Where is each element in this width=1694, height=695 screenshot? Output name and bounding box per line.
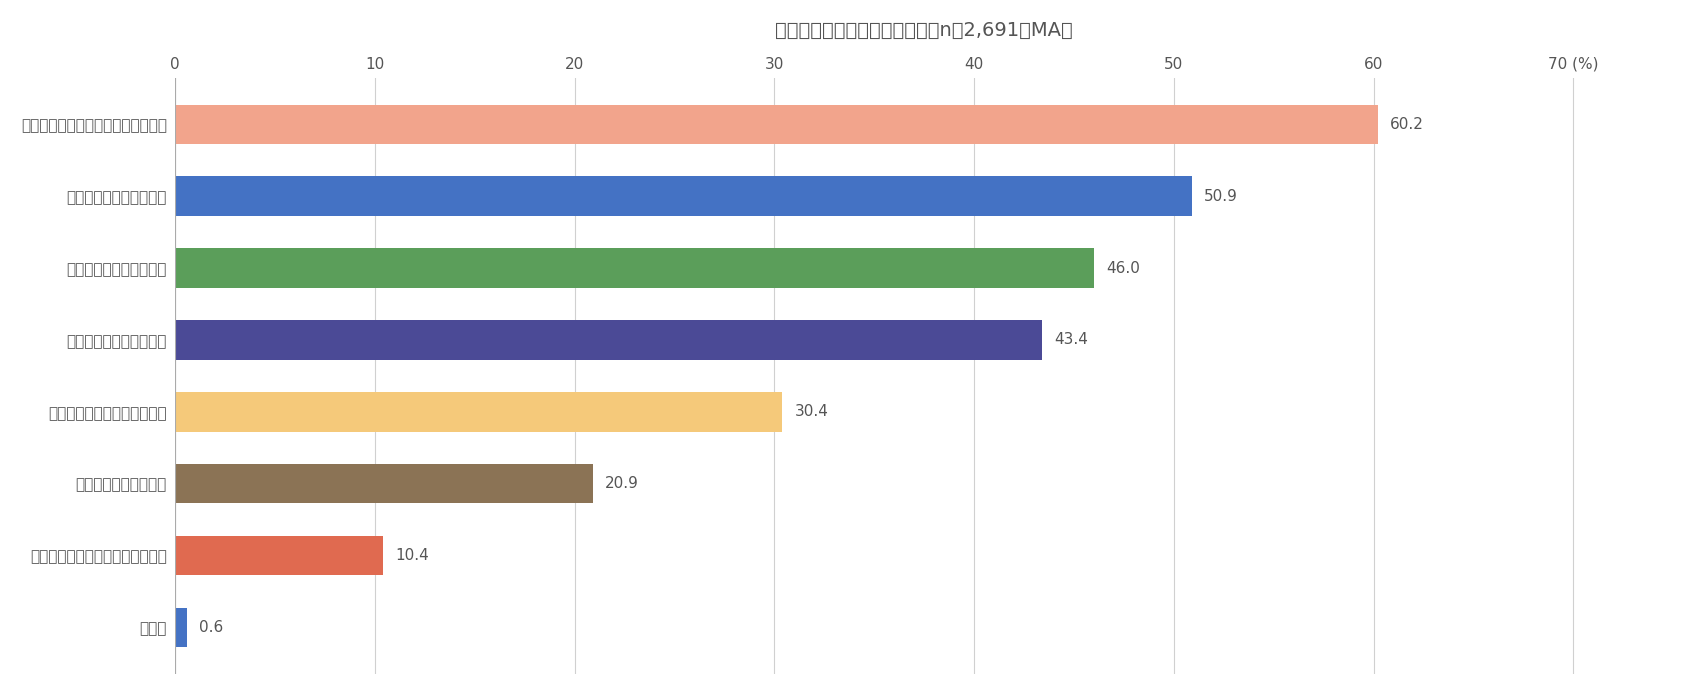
Text: 20.9: 20.9	[605, 476, 639, 491]
Bar	[174, 607, 186, 647]
Text: 60.2: 60.2	[1389, 117, 1423, 132]
Bar	[174, 320, 1042, 360]
Bar	[174, 392, 783, 432]
Bar	[174, 177, 1193, 216]
Title: 賃上げをする理由は何ですか（n＝2,691、MA）: 賃上げをする理由は何ですか（n＝2,691、MA）	[776, 21, 1072, 40]
Text: 50.9: 50.9	[1204, 189, 1238, 204]
Bar	[174, 105, 1377, 144]
Text: 0.6: 0.6	[200, 620, 224, 635]
Bar	[174, 536, 383, 575]
Text: 10.4: 10.4	[395, 548, 429, 563]
Text: 30.4: 30.4	[794, 404, 828, 419]
Text: 46.0: 46.0	[1106, 261, 1140, 275]
Bar	[174, 464, 593, 503]
Text: 43.4: 43.4	[1054, 332, 1088, 348]
Bar	[174, 248, 1094, 288]
